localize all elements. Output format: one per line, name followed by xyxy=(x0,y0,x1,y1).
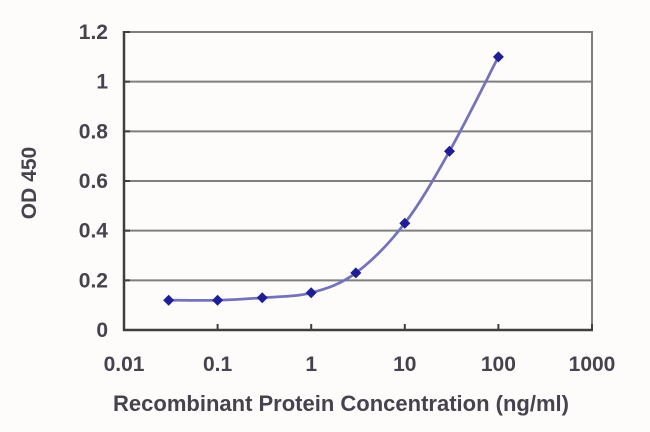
data-point-marker xyxy=(163,294,175,306)
y-tick-label: 1 xyxy=(96,71,108,94)
data-point-marker xyxy=(256,292,268,304)
x-tick-label: 1 xyxy=(305,353,317,376)
series-line xyxy=(167,55,500,302)
data-point-marker xyxy=(443,145,455,157)
y-tick-label: 1.2 xyxy=(79,21,108,44)
y-tick-label: 0 xyxy=(96,319,108,342)
data-point-marker xyxy=(399,217,411,229)
data-point-marker xyxy=(350,267,362,279)
x-tick-label: 100 xyxy=(481,353,516,376)
y-tick-label: 0.2 xyxy=(79,269,108,292)
y-tick-label: 0.6 xyxy=(79,170,108,193)
y-tick-label: 0.8 xyxy=(79,120,109,143)
data-point-marker xyxy=(212,294,224,306)
y-axis-title: OD 450 xyxy=(18,146,41,220)
data-point-marker xyxy=(305,287,317,299)
x-axis-title: Recombinant Protein Concentration (ng/ml… xyxy=(113,391,569,416)
x-tick-label: 1000 xyxy=(569,353,616,376)
x-tick-label: 0.01 xyxy=(104,353,145,376)
x-tick-label: 0.1 xyxy=(203,353,233,376)
y-tick-label: 0.4 xyxy=(79,220,109,243)
x-tick-label: 10 xyxy=(393,353,416,376)
data-point-marker xyxy=(492,51,504,63)
